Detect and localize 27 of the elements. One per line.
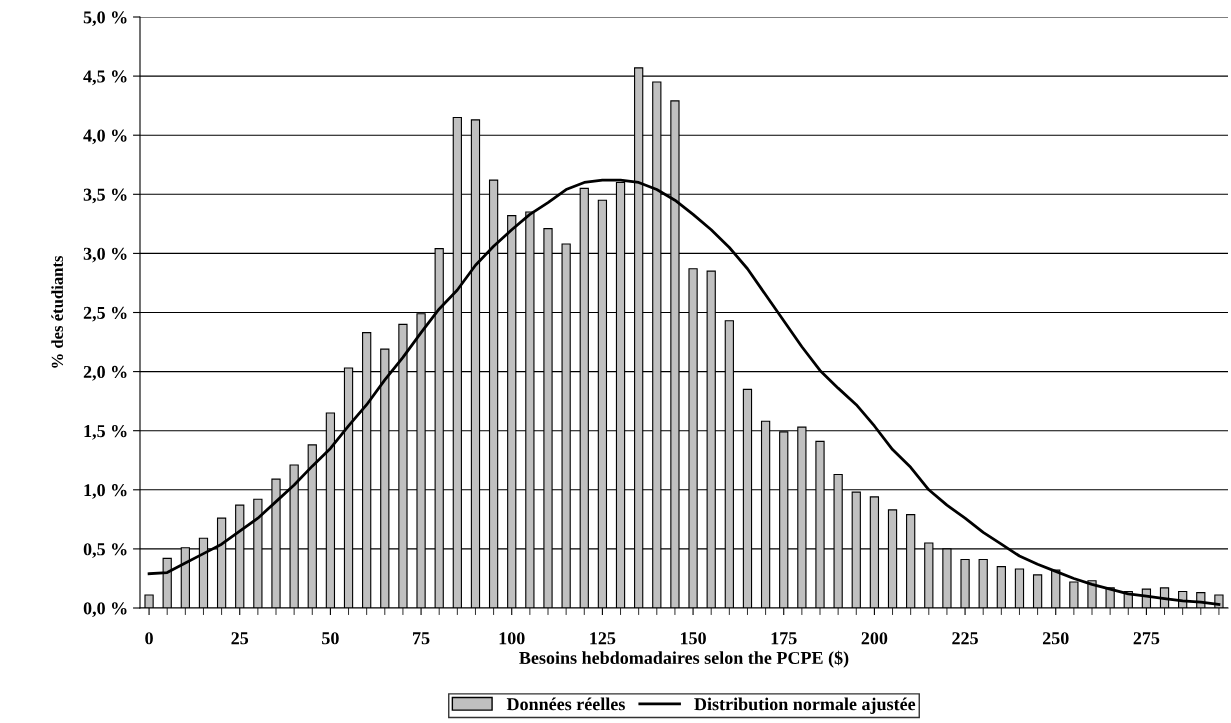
y-tick-label: 4,5 % (83, 70, 127, 86)
x-tick-label: 25 (231, 632, 249, 645)
y-tick-label: 0,5 % (83, 543, 127, 558)
x-tick-label: 150 (680, 632, 706, 645)
y-axis-title: % des étudiants (51, 255, 64, 368)
x-tick-label: 200 (861, 632, 888, 645)
y-tick-label: 2,0 % (83, 365, 127, 381)
y-tick-label: 1,5 % (84, 424, 127, 440)
y-tick-label: 3,0 % (83, 247, 127, 263)
x-tick-label: 100 (499, 632, 525, 645)
y-tick-label: 2,5 % (83, 306, 127, 322)
y-tick-label: 5,0 % (83, 11, 127, 27)
x-axis-title: Besoins hebdomadaires selon the PCPE ($) (519, 650, 849, 668)
legend-label: Distribution normale ajustée (694, 697, 916, 714)
x-tick-label: 125 (590, 632, 616, 645)
y-tick-label: 1,0 % (84, 484, 127, 499)
x-tick-label: 175 (771, 632, 797, 645)
x-tick-label: 0 (145, 632, 153, 645)
y-tick-label: 3,5 % (83, 188, 127, 204)
legend-label: Données réelles (506, 697, 625, 711)
y-tick-label: 4,0 % (83, 129, 127, 145)
x-tick-label: 225 (952, 632, 978, 645)
x-tick-label: 275 (1133, 632, 1160, 645)
x-tick-label: 50 (322, 632, 339, 645)
y-tick-label: 0,0 % (83, 602, 127, 618)
x-tick-label: 250 (1042, 632, 1069, 645)
x-tick-label: 75 (413, 632, 430, 645)
